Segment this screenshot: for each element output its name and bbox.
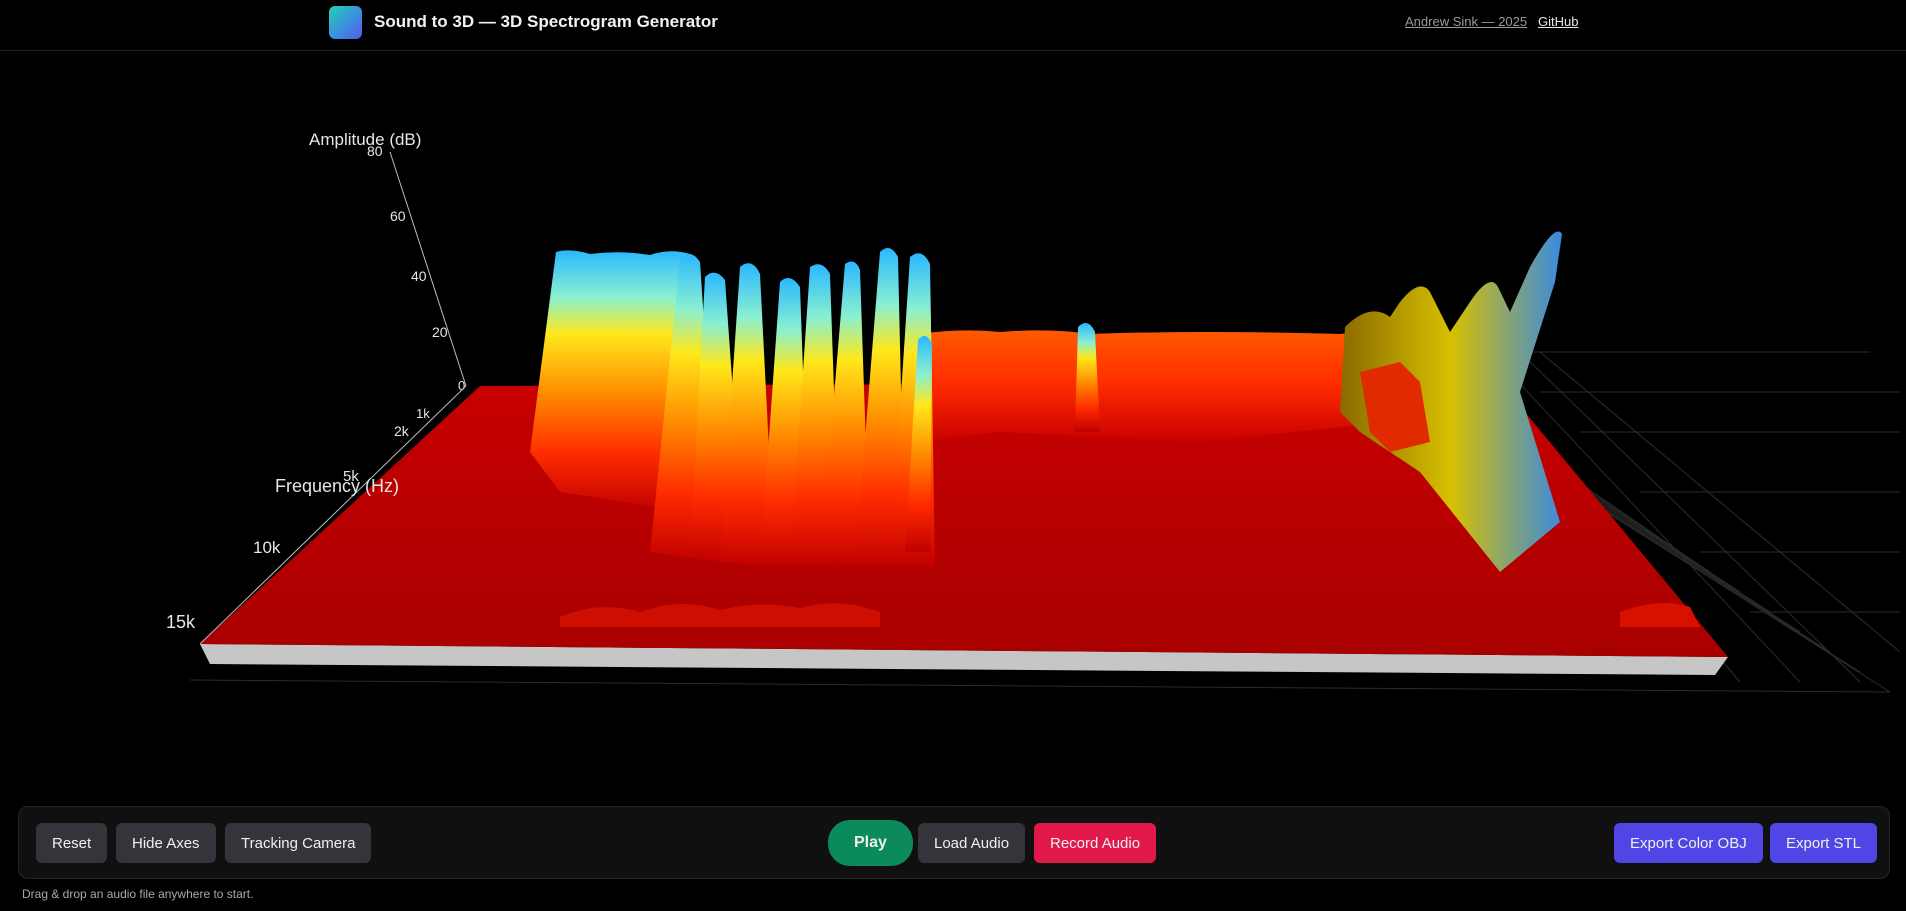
spectrogram-3d-viewport[interactable]: Amplitude (dB) 80 60 40 20 0 Frequency (… (0, 52, 1906, 802)
amplitude-tick: 20 (432, 324, 448, 340)
load-audio-button[interactable]: Load Audio (918, 823, 1026, 863)
frequency-tick: 2k (394, 423, 410, 439)
amplitude-axis-label: Amplitude (dB) (309, 130, 421, 149)
amplitude-tick: 0 (458, 378, 465, 393)
amplitude-tick: 80 (367, 143, 383, 159)
frequency-axis-label: Frequency (Hz) (275, 476, 399, 496)
frequency-axis: Frequency (Hz) 1k 2k 5k 10k 15k (166, 385, 467, 645)
github-link[interactable]: GitHub (1538, 14, 1579, 29)
right-ridge-front (1360, 362, 1430, 452)
plateau-band (920, 330, 1400, 442)
foreground-bumps (560, 603, 880, 627)
export-stl-button[interactable]: Export STL (1770, 823, 1878, 863)
app-logo-icon (329, 6, 362, 39)
amplitude-tick: 60 (390, 208, 406, 224)
play-button[interactable]: Play (828, 820, 913, 866)
slab-side (200, 644, 1728, 675)
spectrogram-canvas[interactable]: Amplitude (dB) 80 60 40 20 0 Frequency (… (0, 52, 1906, 802)
right-ridge-group (1340, 231, 1562, 572)
amplitude-axis: Amplitude (dB) 80 60 40 20 0 (309, 130, 467, 393)
control-bar: Reset Hide Axes Tracking Camera Play Loa… (18, 806, 1890, 879)
author-link[interactable]: Andrew Sink — 2025 (1405, 14, 1528, 29)
reset-button[interactable]: Reset (36, 823, 108, 863)
right-edge-bump (1620, 603, 1700, 627)
amplitude-tick: 40 (411, 268, 427, 284)
app-title: Sound to 3D — 3D Spectrogram Generator (374, 12, 718, 31)
drop-hint: Drag & drop an audio file anywhere to st… (22, 887, 254, 901)
frequency-tick: 15k (166, 612, 196, 632)
left-ridge-block (530, 250, 700, 512)
record-audio-button[interactable]: Record Audio (1034, 823, 1157, 863)
frequency-tick: 10k (253, 538, 281, 557)
tracking-camera-button[interactable]: Tracking Camera (225, 823, 372, 863)
top-bar: Sound to 3D — 3D Spectrogram Generator A… (0, 0, 1906, 51)
frequency-tick: 1k (416, 406, 430, 421)
export-color-obj-button[interactable]: Export Color OBJ (1614, 823, 1763, 863)
spectrogram-ridges (650, 248, 1100, 567)
hide-axes-button[interactable]: Hide Axes (116, 823, 216, 863)
frequency-tick: 5k (343, 468, 359, 485)
